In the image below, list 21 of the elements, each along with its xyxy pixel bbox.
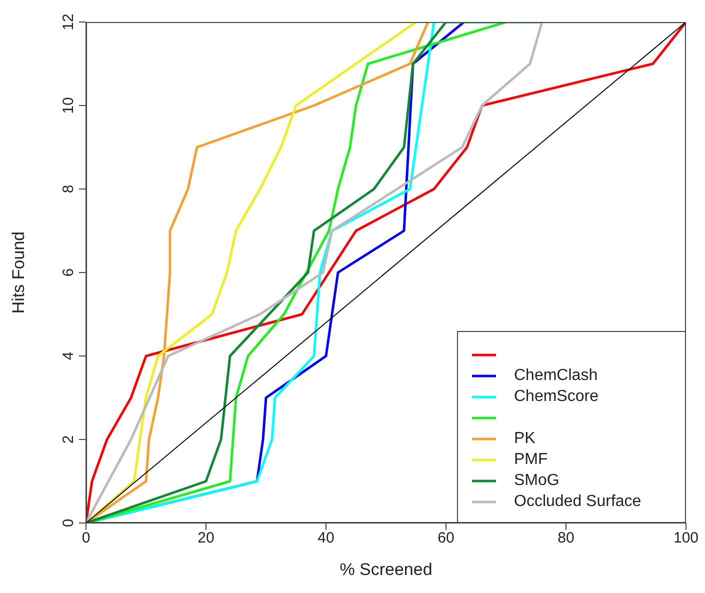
legend-label: PK xyxy=(514,430,536,448)
y-tick-label: 0 xyxy=(60,518,77,528)
y-tick-label: 6 xyxy=(60,268,77,277)
y-tick-label: 2 xyxy=(60,435,77,444)
x-tick-label: 60 xyxy=(438,530,454,547)
legend-label: Occluded Surface xyxy=(514,492,642,510)
y-tick-label: 8 xyxy=(60,184,77,194)
x-tick-label: 20 xyxy=(198,530,214,547)
x-tick-label: 80 xyxy=(558,530,574,547)
x-tick-label: 0 xyxy=(82,530,90,547)
x-tick-label: 100 xyxy=(673,530,699,547)
legend-label: SMoG xyxy=(514,472,560,490)
y-axis-title: Hits Found xyxy=(9,231,28,314)
legend-label: ChemClash xyxy=(514,366,598,384)
x-axis-title: % Screened xyxy=(340,560,432,579)
y-tick-label: 12 xyxy=(60,14,77,30)
x-tick-label: 40 xyxy=(318,530,334,547)
y-tick-label: 4 xyxy=(60,352,77,360)
y-tick-label: 10 xyxy=(60,97,77,114)
legend-label: ChemScore xyxy=(514,388,598,406)
legend-label: PMF xyxy=(514,450,548,468)
